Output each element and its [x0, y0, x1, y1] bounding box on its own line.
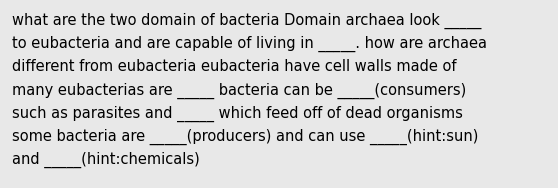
Text: some bacteria are _____(producers) and can use _____(hint:sun): some bacteria are _____(producers) and c…: [12, 129, 479, 145]
Text: such as parasites and _____ which feed off of dead organisms: such as parasites and _____ which feed o…: [12, 106, 463, 122]
Text: many eubacterias are _____ bacteria can be _____(consumers): many eubacterias are _____ bacteria can …: [12, 83, 466, 99]
Text: and _____(hint:chemicals): and _____(hint:chemicals): [12, 152, 200, 168]
Text: what are the two domain of bacteria Domain archaea look _____: what are the two domain of bacteria Doma…: [12, 13, 482, 29]
Text: to eubacteria and are capable of living in _____. how are archaea: to eubacteria and are capable of living …: [12, 36, 487, 52]
Text: different from eubacteria eubacteria have cell walls made of: different from eubacteria eubacteria hav…: [12, 59, 457, 74]
